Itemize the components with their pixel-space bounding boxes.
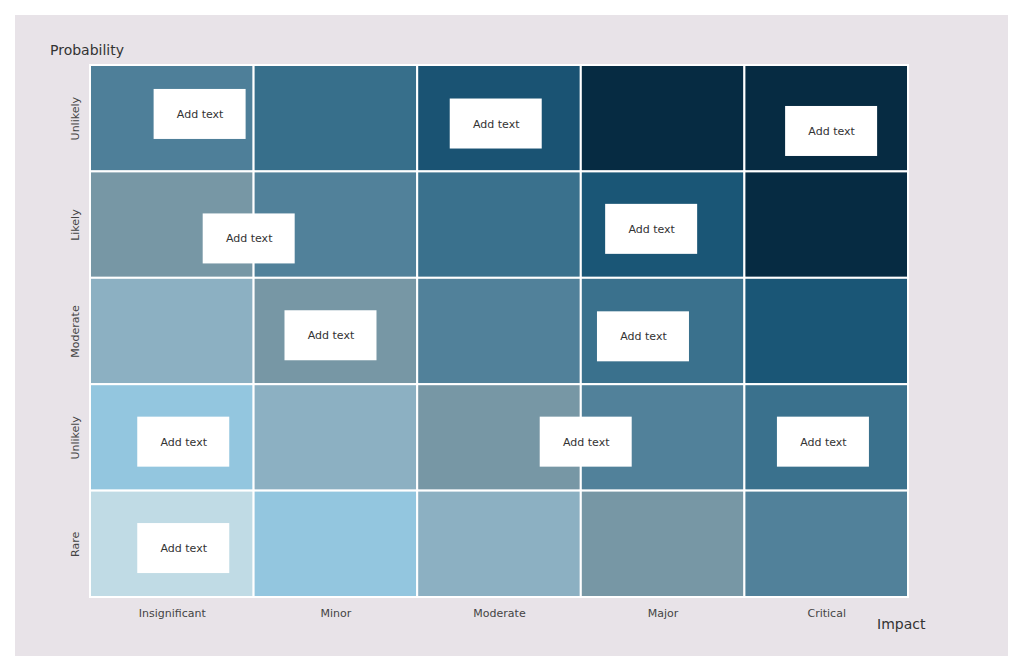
svg-text:Major: Major xyxy=(648,607,679,620)
svg-text:Critical: Critical xyxy=(807,607,845,620)
svg-text:Minor: Minor xyxy=(321,607,352,620)
svg-text:Add text: Add text xyxy=(473,118,520,131)
svg-text:Add text: Add text xyxy=(226,232,273,245)
svg-text:Add text: Add text xyxy=(563,436,610,449)
html-text:Probability: Probability xyxy=(50,42,124,58)
svg-text:Add text: Add text xyxy=(160,436,207,449)
svg-text:Insignificant: Insignificant xyxy=(139,607,207,620)
svg-text:Unlikely: Unlikely xyxy=(69,96,82,140)
svg-text:Unlikely: Unlikely xyxy=(69,416,82,460)
svg-text:Add text: Add text xyxy=(620,330,667,343)
svg-text:Add text: Add text xyxy=(800,436,847,449)
svg-text:Add text: Add text xyxy=(177,108,224,121)
svg-text:Moderate: Moderate xyxy=(69,305,82,358)
html-text:Impact: Impact xyxy=(877,616,926,632)
svg-text:Rare: Rare xyxy=(69,531,82,556)
svg-text:Add text: Add text xyxy=(808,125,855,138)
svg-text:Moderate: Moderate xyxy=(473,607,526,620)
svg-text:Add text: Add text xyxy=(160,542,207,555)
svg-text:Likely: Likely xyxy=(69,209,82,241)
svg-text:Add text: Add text xyxy=(308,329,355,342)
svg-text:Add text: Add text xyxy=(628,223,675,236)
